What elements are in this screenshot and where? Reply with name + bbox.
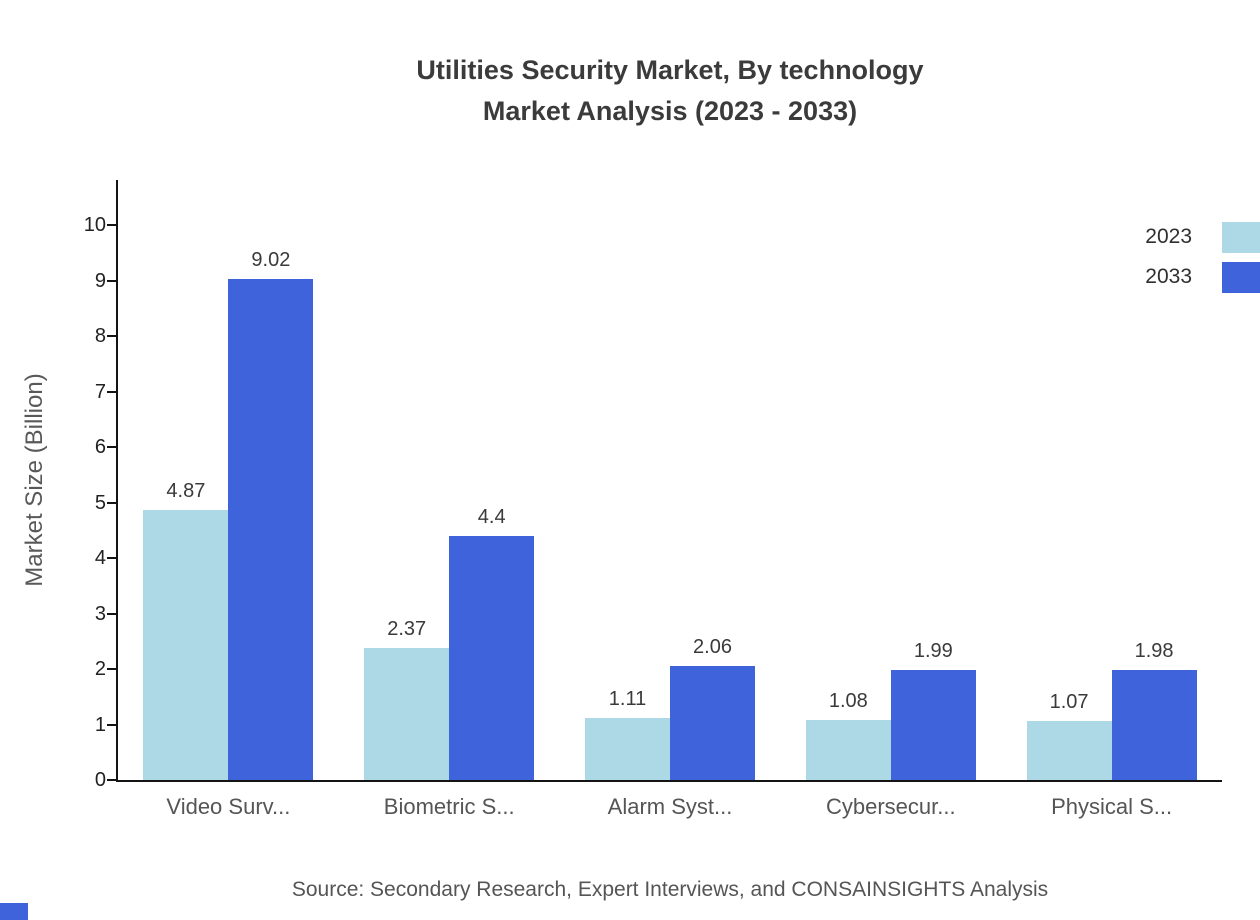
chart-title: Utilities Security Market, By technology…: [80, 50, 1260, 132]
bar-2033: [890, 669, 976, 780]
x-axis-category-label: Cybersecur...: [825, 794, 956, 819]
y-axis-tick-label: 0: [94, 769, 106, 791]
y-axis-tick: [107, 446, 117, 448]
y-axis-tick: [107, 612, 117, 615]
bar-value-label: 4.4: [477, 505, 506, 528]
chart-title-line2: Market Analysis (2023 - 2033): [482, 96, 858, 126]
y-axis-title: Market Size (Billion): [21, 373, 48, 587]
y-axis-tick-label: 1: [94, 713, 106, 736]
y-axis-tick-label: 9: [94, 269, 106, 292]
chart-title-line1: Utilities Security Market, By technology: [416, 55, 924, 85]
bar-2033: [228, 279, 314, 780]
x-axis-category-label: Physical S...: [1051, 794, 1173, 819]
y-axis-tick-label: 2: [94, 658, 106, 680]
legend-swatch-2023: [1222, 222, 1260, 253]
bar-2023: [1026, 720, 1112, 780]
y-axis-tick-label: 5: [94, 491, 106, 514]
bar-2033: [670, 665, 755, 780]
bar-2033: [1111, 670, 1197, 780]
y-axis-tick: [107, 779, 117, 781]
legend-swatch-2033: [1222, 262, 1260, 293]
x-axis-category-label: Biometric S...: [383, 794, 515, 819]
x-axis-category-label: Alarm Syst...: [607, 794, 733, 819]
bar-value-label: 1.11: [608, 688, 647, 711]
source-text: Source: Secondary Research, Expert Inter…: [291, 878, 1049, 901]
y-axis-tick-label: 8: [94, 325, 106, 347]
bar-value-label: 1.98: [1134, 640, 1174, 663]
x-axis-line: [116, 780, 1222, 782]
bar-2023: [805, 720, 891, 780]
bar-2023: [364, 648, 450, 780]
y-axis-tick-label: 6: [94, 436, 106, 458]
y-axis-tick: [107, 668, 117, 670]
bar-2023: [143, 509, 229, 780]
y-axis-tick: [107, 723, 117, 726]
bar-value-label: 1.08: [828, 690, 868, 713]
y-axis-tick-label: 4: [94, 547, 106, 569]
bar-value-label: 1.07: [1049, 690, 1089, 713]
x-axis-category-label: Video Surv...: [166, 794, 291, 819]
bar-value-label: 2.06: [693, 635, 732, 658]
corner-mark: [0, 903, 28, 920]
y-axis-tick: [107, 335, 117, 337]
y-axis-tick: [107, 501, 117, 504]
y-axis-tick: [107, 557, 117, 559]
y-axis-tick-label: 10: [83, 214, 106, 236]
bar-2023: [585, 718, 670, 780]
legend-label-2033: 2033: [1145, 265, 1192, 288]
y-axis-line: [116, 180, 118, 782]
y-axis-tick: [107, 390, 117, 393]
bar-value-label: 9.02: [251, 249, 291, 272]
bar-value-label: 2.37: [387, 618, 427, 641]
y-axis-tick-label: 7: [94, 380, 106, 403]
y-axis-tick: [107, 279, 117, 282]
bar-value-label: 1.99: [913, 639, 953, 662]
bar-2033: [449, 535, 535, 780]
bar-value-label: 4.87: [166, 479, 206, 502]
y-axis-tick: [107, 224, 117, 226]
y-axis-tick-label: 3: [94, 602, 106, 625]
legend-label-2023: 2023: [1145, 225, 1192, 248]
